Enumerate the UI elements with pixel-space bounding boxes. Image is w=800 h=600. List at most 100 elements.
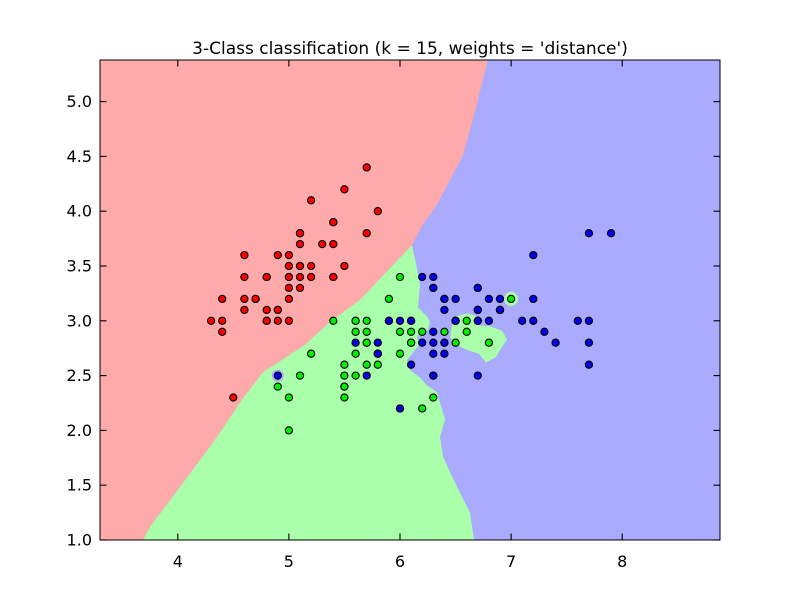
data-point bbox=[284, 283, 294, 293]
data-point bbox=[351, 338, 360, 347]
data-point bbox=[529, 250, 538, 260]
y-tick-label: 5.0 bbox=[67, 92, 92, 111]
chart-title: 3-Class classification (k = 15, weights … bbox=[192, 39, 628, 59]
data-point bbox=[284, 426, 294, 435]
data-point bbox=[395, 349, 405, 358]
data-point bbox=[362, 371, 371, 380]
y-tick-label: 3.5 bbox=[67, 257, 92, 276]
data-point bbox=[273, 316, 282, 325]
data-point bbox=[429, 327, 438, 336]
data-point bbox=[551, 338, 560, 347]
data-point bbox=[284, 316, 294, 325]
data-point bbox=[318, 239, 327, 249]
data-point bbox=[451, 338, 460, 347]
data-point bbox=[395, 327, 405, 336]
data-point bbox=[240, 250, 249, 260]
data-point bbox=[529, 294, 538, 304]
data-point bbox=[306, 196, 316, 205]
data-point bbox=[406, 338, 416, 347]
data-point bbox=[362, 229, 371, 238]
data-point bbox=[440, 305, 449, 315]
data-point bbox=[384, 294, 394, 304]
data-point bbox=[373, 338, 382, 347]
data-point bbox=[473, 316, 482, 325]
data-point bbox=[273, 305, 282, 315]
data-point bbox=[573, 316, 582, 325]
region-green-blob bbox=[450, 313, 507, 363]
y-tick-label: 4.0 bbox=[67, 202, 92, 221]
data-point bbox=[329, 239, 338, 249]
data-point bbox=[262, 272, 271, 282]
x-tick-label: 5 bbox=[284, 552, 294, 571]
data-point bbox=[406, 360, 416, 369]
data-point bbox=[406, 316, 416, 325]
data-point bbox=[306, 349, 316, 358]
data-point bbox=[240, 305, 249, 315]
data-point bbox=[484, 316, 494, 325]
data-point bbox=[340, 393, 349, 402]
data-point bbox=[462, 316, 471, 325]
data-point bbox=[429, 393, 438, 402]
data-point bbox=[395, 316, 405, 325]
data-point bbox=[473, 371, 482, 380]
data-point bbox=[362, 327, 371, 336]
data-point bbox=[518, 316, 527, 325]
y-tick-label: 2.5 bbox=[67, 366, 92, 385]
data-point bbox=[351, 316, 360, 325]
data-point bbox=[429, 272, 438, 282]
x-tick-label: 8 bbox=[617, 552, 627, 571]
decision-regions bbox=[100, 60, 720, 540]
data-point bbox=[495, 305, 505, 315]
data-point bbox=[362, 360, 371, 369]
data-point bbox=[240, 294, 249, 304]
data-point bbox=[340, 371, 349, 380]
plot-border bbox=[99, 59, 721, 541]
data-point bbox=[495, 294, 505, 304]
data-point bbox=[295, 272, 305, 282]
data-point bbox=[218, 327, 227, 336]
data-point bbox=[340, 261, 349, 271]
data-point bbox=[418, 327, 427, 336]
data-point bbox=[284, 294, 294, 304]
data-point bbox=[529, 316, 538, 325]
data-point bbox=[418, 404, 427, 413]
data-point bbox=[262, 305, 271, 315]
data-point bbox=[206, 316, 216, 325]
data-point bbox=[362, 316, 371, 325]
data-point bbox=[229, 393, 238, 402]
data-point bbox=[429, 283, 438, 293]
data-point bbox=[506, 294, 516, 304]
data-point bbox=[484, 338, 494, 347]
data-point bbox=[429, 349, 438, 358]
data-point bbox=[418, 338, 427, 347]
data-point bbox=[362, 163, 371, 172]
data-point bbox=[340, 360, 349, 369]
data-point bbox=[440, 338, 449, 347]
data-point bbox=[262, 316, 271, 325]
data-point bbox=[351, 371, 360, 380]
data-point bbox=[451, 294, 460, 304]
x-tick-label: 7 bbox=[506, 552, 516, 571]
data-point bbox=[273, 250, 282, 260]
data-point bbox=[451, 316, 460, 325]
data-point bbox=[329, 272, 338, 282]
data-point bbox=[284, 272, 294, 282]
data-point bbox=[340, 382, 349, 391]
x-tick-label: 4 bbox=[173, 552, 183, 571]
data-point bbox=[295, 239, 305, 249]
data-point bbox=[440, 349, 449, 358]
data-point bbox=[218, 316, 227, 325]
data-point bbox=[329, 316, 338, 325]
data-point bbox=[351, 349, 360, 358]
data-point bbox=[306, 261, 316, 271]
data-point bbox=[606, 229, 616, 238]
y-tick-label: 1.0 bbox=[67, 531, 92, 550]
scatter-points bbox=[206, 163, 616, 435]
data-point bbox=[473, 283, 482, 293]
data-point bbox=[306, 272, 316, 282]
x-tick-label: 6 bbox=[395, 552, 405, 571]
data-point bbox=[584, 338, 594, 347]
data-point bbox=[395, 404, 405, 413]
